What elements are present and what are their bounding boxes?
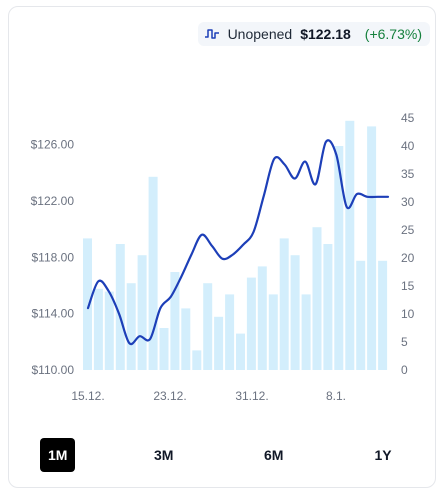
volume-bar — [236, 333, 245, 370]
y-left-tick-label: $122.00 — [31, 194, 75, 208]
volume-bar — [312, 227, 322, 370]
y-right-tick-label: 45 — [401, 111, 415, 125]
x-tick-label: 31.12. — [235, 389, 268, 403]
volume-bar — [257, 266, 267, 370]
volume-bar — [115, 244, 125, 370]
volume-bar — [301, 294, 311, 370]
volume-bar — [290, 255, 300, 370]
y-right-tick-label: 25 — [401, 223, 415, 237]
volume-bar — [181, 308, 191, 370]
y-right-tick-label: 35 — [401, 167, 415, 181]
volume-bar — [367, 126, 377, 371]
tab-3m[interactable]: 3M — [154, 447, 174, 463]
volume-bar — [225, 294, 235, 370]
volume-bar — [334, 146, 344, 370]
price-volume-chart: $110.00 $114.00 $118.00 $122.00 $126.00 0 5 10 1… — [31, 111, 415, 403]
x-tick-label: 8.1. — [326, 389, 346, 403]
tab-6m[interactable]: 6M — [264, 447, 284, 463]
current-price: $122.18 — [300, 26, 351, 42]
y-right-tick-label: 30 — [401, 195, 415, 209]
volume-bar — [279, 238, 289, 370]
y-left-tick-label: $110.00 — [32, 363, 75, 377]
y-right-tick-label: 20 — [401, 251, 415, 265]
chart-card — [8, 6, 436, 488]
y-right-tick-label: 10 — [401, 307, 415, 321]
step-line-icon — [204, 27, 220, 41]
y-right-tick-label: 15 — [401, 279, 415, 293]
volume-bar — [214, 316, 224, 370]
volume-bar — [170, 272, 180, 370]
volume-bar — [104, 291, 114, 370]
y-left-tick-label: $118.00 — [32, 250, 75, 264]
volume-bar — [159, 328, 169, 370]
volume-bar — [268, 294, 278, 370]
series-label: Unopened — [227, 26, 293, 42]
volume-bar — [246, 277, 256, 370]
volume-bar — [378, 260, 388, 370]
volume-bar — [83, 238, 92, 370]
y-right-tick-label: 5 — [401, 335, 408, 349]
volume-bar — [93, 288, 103, 370]
x-tick-label: 15.12. — [71, 389, 104, 403]
price-change: (+6.73%) — [364, 26, 422, 42]
y-right-tick-label: 0 — [401, 363, 408, 377]
volume-bar — [323, 244, 333, 370]
x-tick-label: 23.12. — [153, 389, 186, 403]
volume-bar — [137, 255, 147, 370]
volume-bar — [356, 260, 366, 370]
volume-bar — [148, 176, 158, 370]
y-left-tick-label: $126.00 — [31, 138, 75, 152]
volume-bar — [126, 283, 136, 370]
tab-1m[interactable]: 1M — [40, 438, 76, 472]
volume-bar — [345, 120, 355, 370]
price-line — [86, 139, 390, 346]
volume-bar — [192, 350, 202, 370]
volume-bar — [203, 283, 213, 370]
price-header: Unopened $122.18 (+6.73%) — [197, 22, 430, 46]
y-left-tick-label: $114.00 — [32, 307, 75, 321]
tab-1y[interactable]: 1Y — [374, 447, 392, 463]
range-tabs: 1M 3M 6M 1Y — [0, 438, 444, 474]
y-right-tick-label: 40 — [401, 139, 415, 153]
